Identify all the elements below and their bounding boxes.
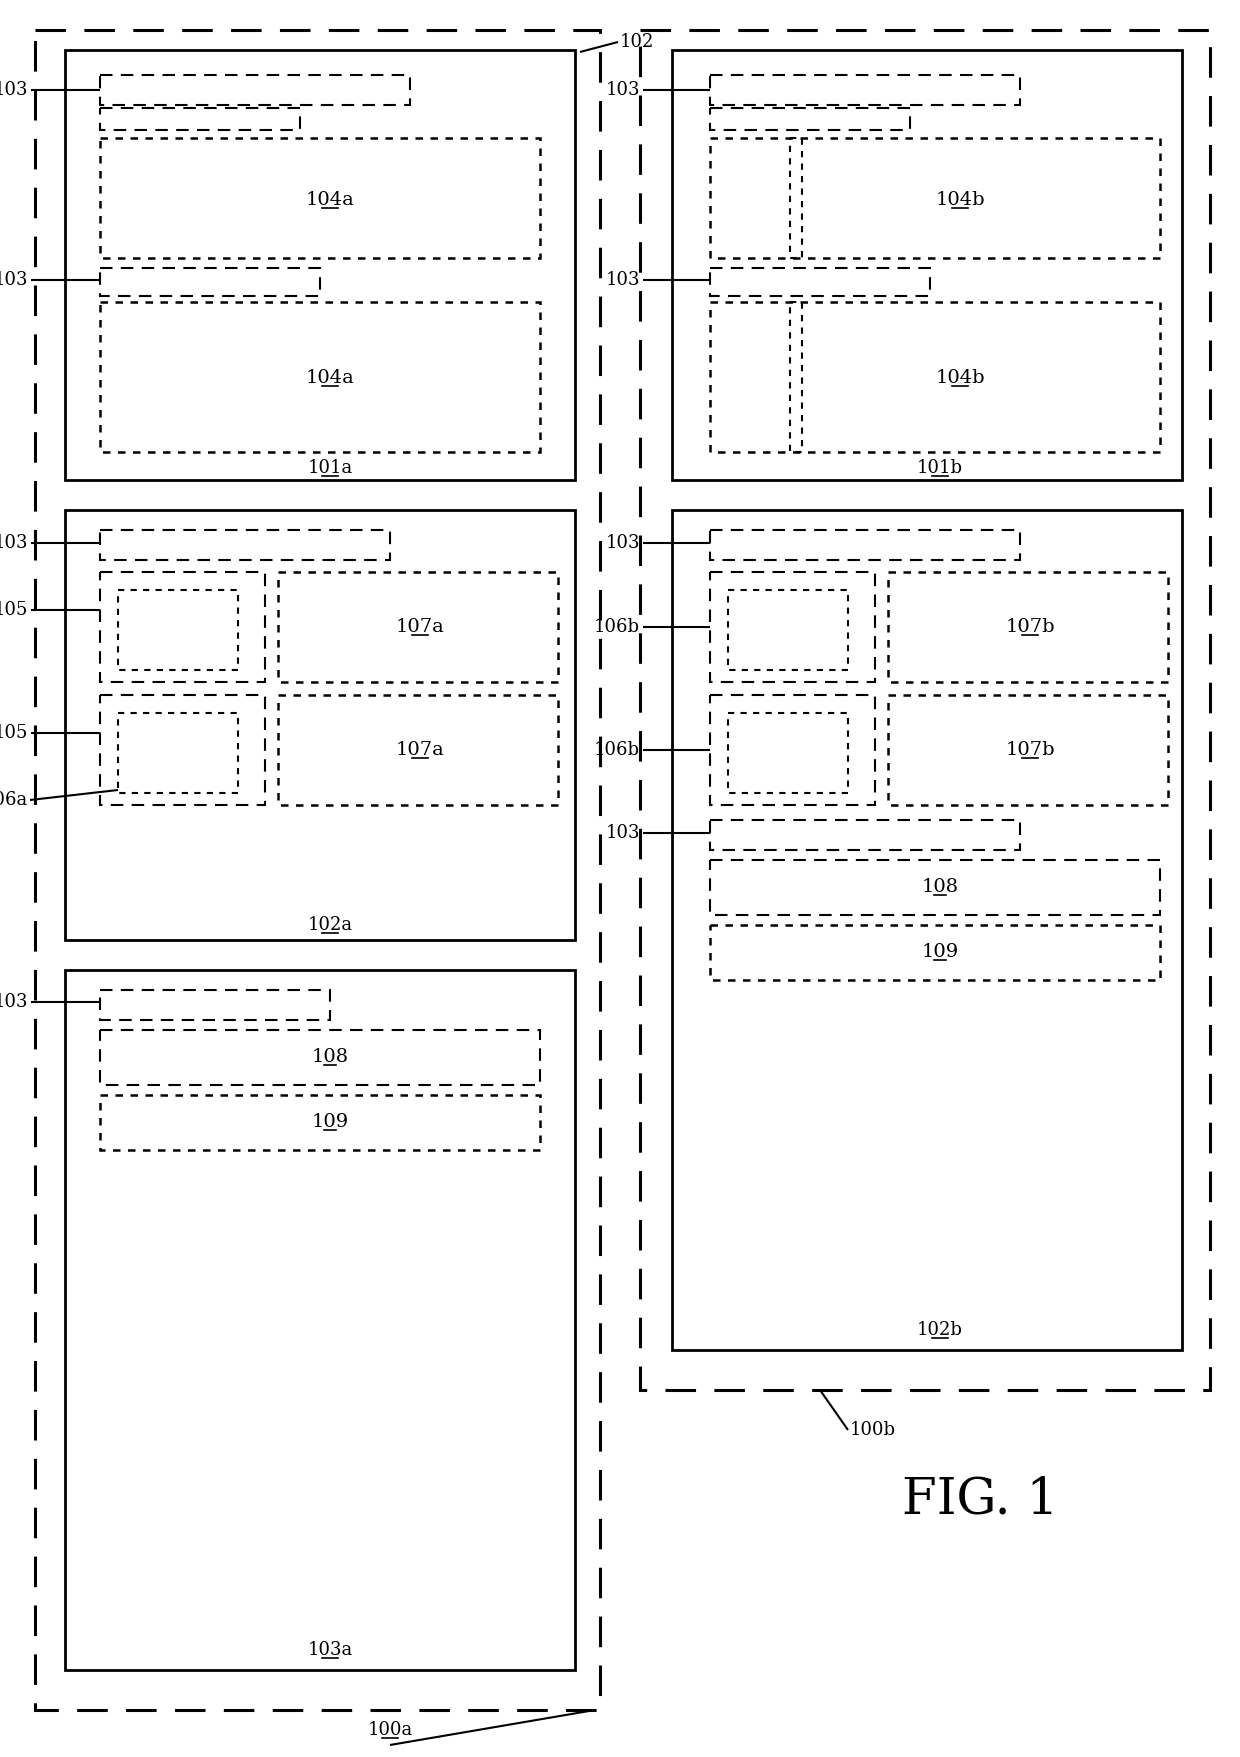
Text: 105: 105: [0, 724, 29, 741]
Text: 100b: 100b: [849, 1421, 897, 1439]
Text: 105: 105: [0, 601, 29, 618]
Bar: [790, 139, 802, 258]
Bar: [672, 49, 1182, 480]
Text: 101a: 101a: [308, 459, 352, 476]
Bar: [100, 696, 265, 805]
Text: 108: 108: [921, 878, 959, 896]
Bar: [100, 1095, 539, 1151]
Bar: [888, 573, 1168, 682]
Text: 107a: 107a: [396, 741, 444, 759]
Bar: [100, 989, 330, 1021]
Bar: [278, 696, 558, 805]
Text: 100a: 100a: [367, 1722, 413, 1739]
Bar: [790, 302, 802, 452]
Bar: [100, 269, 320, 295]
Bar: [711, 302, 1159, 452]
Bar: [35, 30, 600, 1710]
Bar: [711, 76, 1021, 105]
Text: 102: 102: [620, 33, 655, 51]
Text: 103: 103: [605, 271, 640, 288]
Bar: [100, 1030, 539, 1086]
Text: 106b: 106b: [594, 618, 640, 636]
Text: 104b: 104b: [935, 369, 985, 387]
Bar: [640, 30, 1210, 1390]
Bar: [100, 76, 410, 105]
Bar: [728, 713, 848, 792]
Text: 103: 103: [0, 271, 29, 288]
Bar: [888, 696, 1168, 805]
Text: 109: 109: [311, 1112, 348, 1132]
Bar: [118, 713, 238, 792]
Text: 107b: 107b: [1006, 741, 1055, 759]
Bar: [711, 573, 875, 682]
Bar: [100, 139, 539, 258]
Bar: [711, 107, 910, 130]
Bar: [100, 107, 300, 130]
Text: 103a: 103a: [308, 1641, 352, 1659]
Bar: [711, 924, 1159, 980]
Bar: [728, 590, 848, 669]
Text: FIG. 1: FIG. 1: [901, 1476, 1058, 1525]
Text: 103: 103: [0, 993, 29, 1010]
Text: 104a: 104a: [305, 369, 355, 387]
Bar: [64, 970, 575, 1669]
Bar: [711, 269, 930, 295]
Text: 106b: 106b: [594, 741, 640, 759]
Text: 104a: 104a: [305, 192, 355, 209]
Bar: [711, 859, 1159, 915]
Bar: [118, 590, 238, 669]
Text: 101b: 101b: [918, 459, 963, 476]
Bar: [100, 531, 391, 560]
Bar: [64, 49, 575, 480]
Text: 103: 103: [0, 81, 29, 98]
Bar: [100, 302, 539, 452]
Text: 107a: 107a: [396, 618, 444, 636]
Bar: [278, 573, 558, 682]
Text: 106a: 106a: [0, 791, 29, 808]
Text: 102a: 102a: [308, 915, 352, 935]
Bar: [711, 821, 1021, 850]
Text: 102b: 102b: [918, 1321, 963, 1339]
Text: 108: 108: [311, 1047, 348, 1066]
Text: 104b: 104b: [935, 192, 985, 209]
Text: 103: 103: [605, 534, 640, 552]
Text: 103: 103: [605, 824, 640, 842]
Bar: [711, 531, 1021, 560]
Bar: [711, 696, 875, 805]
Bar: [64, 510, 575, 940]
Text: 107b: 107b: [1006, 618, 1055, 636]
Bar: [711, 139, 1159, 258]
Bar: [100, 573, 265, 682]
Text: 103: 103: [605, 81, 640, 98]
Bar: [672, 510, 1182, 1349]
Text: 103: 103: [0, 534, 29, 552]
Text: 109: 109: [921, 944, 959, 961]
